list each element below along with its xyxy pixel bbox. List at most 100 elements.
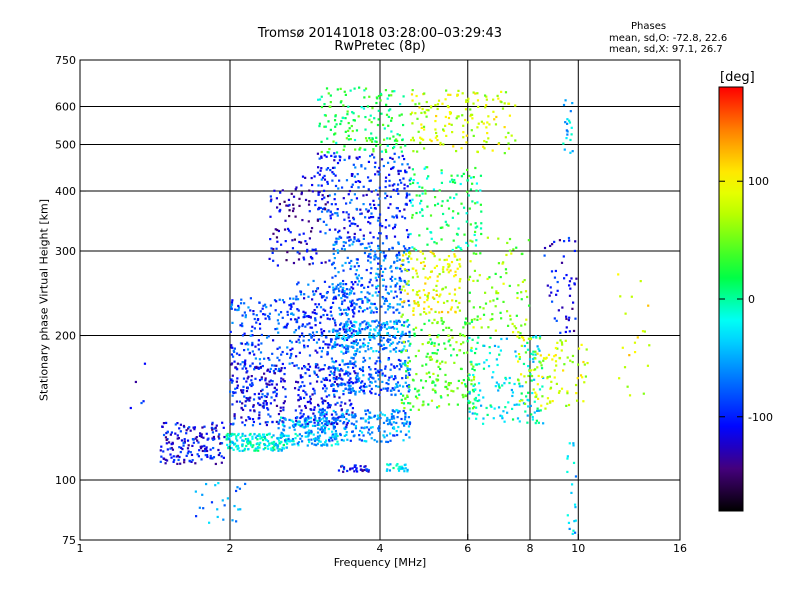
data-point bbox=[353, 237, 356, 241]
data-point bbox=[505, 337, 508, 340]
data-point bbox=[427, 305, 430, 308]
data-point bbox=[361, 469, 364, 473]
data-point bbox=[265, 439, 268, 442]
data-point bbox=[368, 137, 371, 140]
data-point bbox=[582, 360, 585, 364]
data-point bbox=[276, 327, 279, 330]
data-point bbox=[485, 358, 488, 362]
data-point bbox=[486, 413, 489, 417]
data-point bbox=[345, 338, 349, 341]
data-point bbox=[322, 377, 325, 380]
data-point bbox=[568, 119, 571, 122]
data-point bbox=[354, 340, 357, 344]
data-point bbox=[524, 381, 528, 384]
data-points bbox=[129, 86, 651, 535]
data-point bbox=[308, 189, 311, 192]
data-point bbox=[320, 422, 324, 425]
data-point bbox=[450, 354, 453, 357]
data-point bbox=[551, 399, 554, 403]
data-point bbox=[359, 331, 362, 335]
data-point bbox=[397, 469, 401, 472]
data-point bbox=[402, 385, 405, 388]
data-point bbox=[197, 441, 200, 444]
data-point bbox=[328, 147, 331, 151]
data-point bbox=[507, 401, 510, 404]
data-point bbox=[359, 243, 362, 246]
data-point bbox=[252, 420, 256, 424]
data-point bbox=[231, 403, 234, 406]
data-point bbox=[383, 347, 386, 350]
data-point bbox=[377, 378, 380, 381]
data-point bbox=[282, 429, 286, 432]
data-point bbox=[390, 375, 393, 378]
data-point bbox=[383, 430, 386, 433]
data-point bbox=[365, 193, 368, 197]
data-point bbox=[279, 416, 283, 419]
data-point bbox=[391, 184, 394, 187]
data-point bbox=[247, 398, 250, 401]
data-point bbox=[321, 346, 325, 350]
data-point bbox=[307, 433, 310, 436]
data-point bbox=[172, 460, 175, 464]
data-point bbox=[404, 144, 407, 147]
data-point bbox=[332, 288, 335, 292]
data-point bbox=[401, 362, 404, 365]
data-point bbox=[553, 355, 556, 358]
data-point bbox=[292, 203, 295, 206]
data-point bbox=[568, 316, 571, 319]
data-point bbox=[526, 348, 530, 351]
data-point bbox=[353, 370, 356, 373]
data-point bbox=[322, 189, 326, 192]
data-point bbox=[326, 444, 329, 447]
data-point bbox=[214, 484, 217, 487]
data-point bbox=[375, 319, 378, 322]
data-point bbox=[347, 129, 350, 132]
data-point bbox=[583, 363, 586, 366]
data-point bbox=[280, 448, 283, 452]
data-point bbox=[342, 244, 345, 247]
data-point bbox=[266, 392, 269, 395]
data-point bbox=[286, 310, 289, 314]
data-point bbox=[231, 519, 234, 522]
data-point bbox=[360, 106, 363, 109]
data-point bbox=[411, 198, 414, 201]
data-point bbox=[421, 186, 424, 189]
data-point bbox=[333, 166, 336, 169]
data-point bbox=[377, 247, 380, 250]
data-point bbox=[408, 166, 411, 169]
data-point bbox=[563, 277, 566, 280]
data-point bbox=[216, 515, 219, 519]
data-point bbox=[367, 242, 370, 245]
data-point bbox=[254, 436, 258, 439]
data-point bbox=[428, 371, 431, 374]
y-tick-label: 750 bbox=[55, 54, 76, 67]
data-point bbox=[406, 185, 409, 188]
data-point bbox=[441, 102, 444, 105]
data-point bbox=[503, 382, 506, 385]
data-point bbox=[492, 98, 495, 101]
data-point bbox=[474, 412, 477, 415]
data-point bbox=[218, 452, 222, 455]
data-point bbox=[530, 352, 533, 355]
data-point bbox=[379, 92, 383, 96]
data-point bbox=[376, 193, 379, 196]
data-point bbox=[368, 366, 371, 369]
data-point bbox=[370, 373, 373, 376]
data-point bbox=[466, 244, 470, 247]
data-point bbox=[480, 222, 483, 225]
data-point bbox=[354, 354, 357, 357]
data-point bbox=[534, 368, 537, 371]
data-point bbox=[340, 120, 343, 123]
data-point bbox=[324, 423, 327, 426]
data-point bbox=[501, 262, 504, 265]
data-point bbox=[377, 343, 380, 346]
data-point bbox=[342, 335, 345, 338]
data-point bbox=[396, 342, 399, 345]
data-point bbox=[411, 246, 414, 249]
data-point bbox=[308, 354, 312, 357]
data-point bbox=[364, 350, 367, 353]
data-point bbox=[308, 365, 312, 368]
data-point bbox=[453, 253, 456, 256]
data-point bbox=[171, 448, 175, 451]
data-point bbox=[343, 346, 346, 349]
